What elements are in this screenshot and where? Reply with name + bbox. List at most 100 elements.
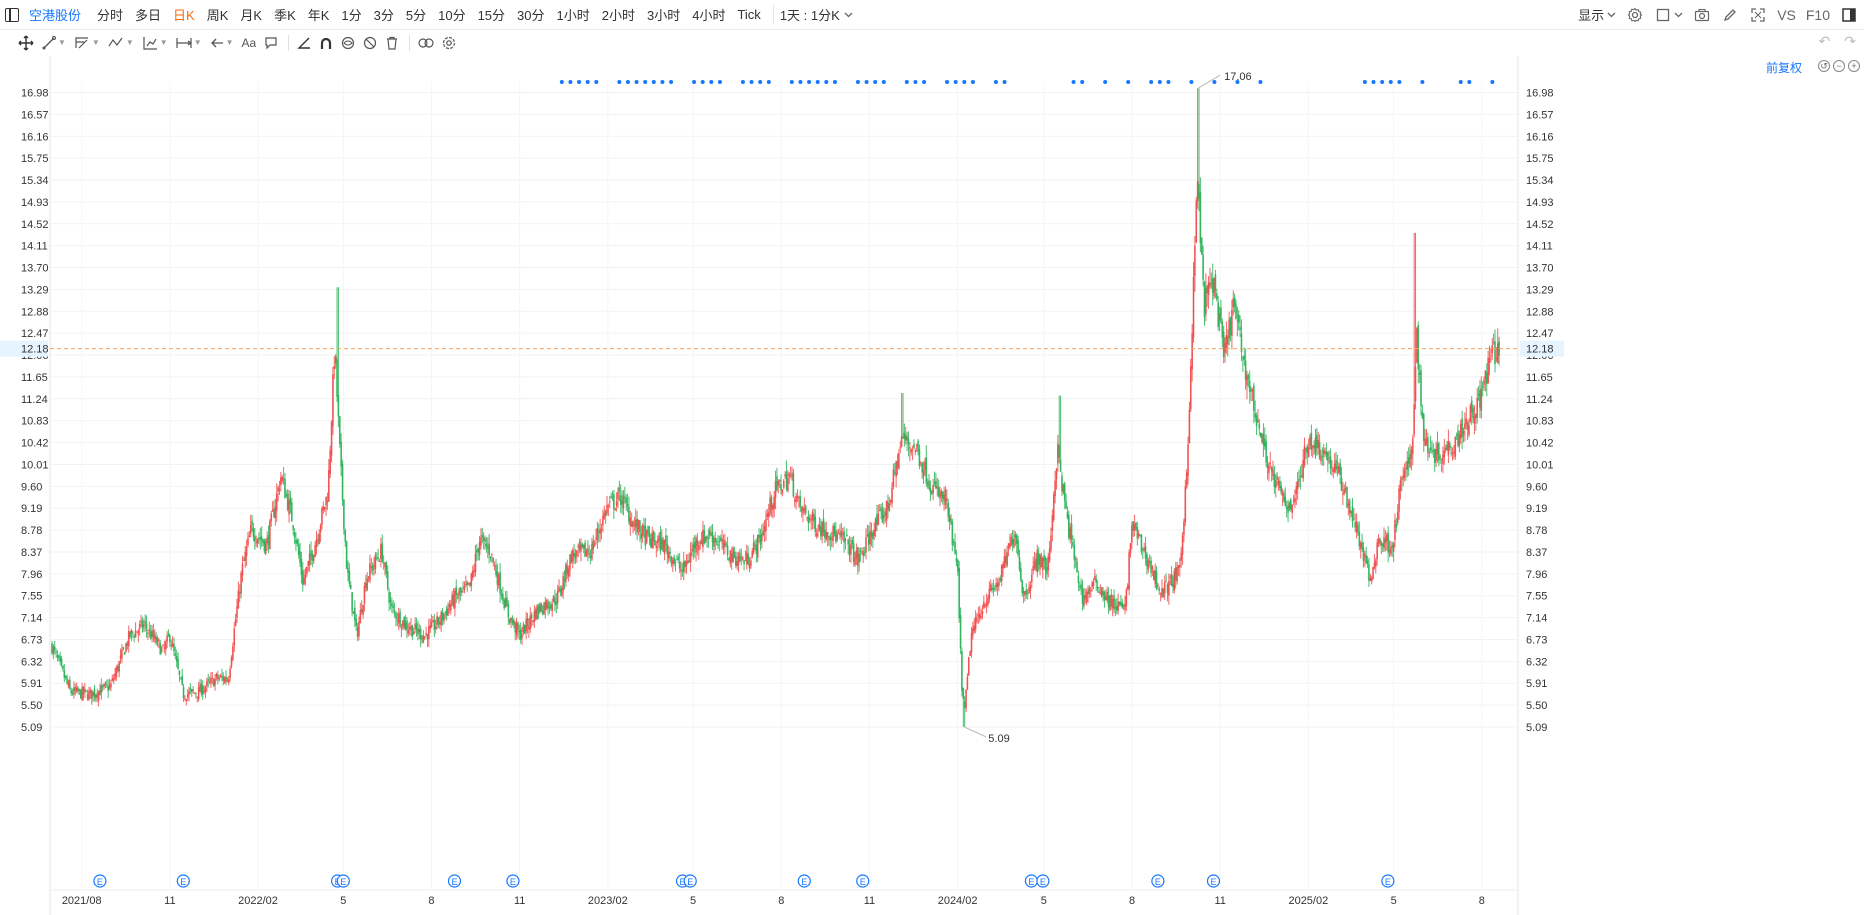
event-dot[interactable]: [832, 80, 837, 84]
period-tab[interactable]: 5分: [405, 8, 427, 23]
period-tab[interactable]: 2小时: [601, 8, 635, 23]
event-dot[interactable]: [1149, 80, 1154, 84]
chart-style-menu[interactable]: [1654, 6, 1683, 24]
gear-icon[interactable]: [1626, 6, 1644, 24]
pattern-tool[interactable]: ▼: [108, 34, 134, 52]
event-dot[interactable]: [717, 80, 722, 84]
kline-chart[interactable]: 16.98 16.98 16.57 16.57 16.16 16.16 15.75 15.75…: [0, 56, 1864, 915]
period-tab[interactable]: 日K: [173, 8, 195, 23]
event-dot[interactable]: [1126, 80, 1131, 84]
event-dot[interactable]: [1362, 80, 1367, 84]
line-tool[interactable]: ▼: [42, 34, 66, 52]
period-tab[interactable]: 30分: [517, 8, 545, 23]
fullscreen-icon[interactable]: [1749, 6, 1767, 24]
earnings-marker[interactable]: [336, 874, 350, 888]
event-dot[interactable]: [953, 80, 958, 84]
event-dot[interactable]: [585, 80, 590, 84]
event-dot[interactable]: [1371, 80, 1376, 84]
period-tab[interactable]: 季K: [274, 8, 296, 23]
event-dot[interactable]: [1420, 80, 1425, 84]
earnings-marker[interactable]: [1151, 874, 1165, 888]
move-icon[interactable]: [18, 34, 34, 52]
period-tab[interactable]: 1分: [341, 8, 362, 23]
event-dot[interactable]: [873, 80, 878, 84]
event-dot[interactable]: [945, 80, 950, 84]
event-dot[interactable]: [1388, 80, 1393, 84]
period-tab[interactable]: 15分: [477, 8, 506, 23]
period-tab[interactable]: 10分: [438, 8, 466, 23]
event-dot[interactable]: [1258, 80, 1263, 84]
event-dot[interactable]: [625, 80, 630, 84]
event-dot[interactable]: [913, 80, 918, 84]
event-dot[interactable]: [594, 80, 599, 84]
event-dot[interactable]: [700, 80, 705, 84]
period-tab[interactable]: 年K: [307, 8, 330, 23]
event-dot[interactable]: [970, 80, 975, 84]
period-tab[interactable]: 多日: [135, 8, 162, 23]
event-dot[interactable]: [1071, 80, 1076, 84]
text-icon[interactable]: Aa: [241, 35, 257, 50]
event-dot[interactable]: [577, 80, 582, 84]
earnings-marker[interactable]: [506, 874, 520, 888]
event-dot[interactable]: [1380, 80, 1385, 84]
event-dot[interactable]: [766, 80, 771, 84]
event-dot[interactable]: [692, 80, 697, 84]
period-tab[interactable]: 周K: [206, 8, 229, 23]
event-dot[interactable]: [1212, 80, 1217, 84]
event-dot[interactable]: [824, 80, 829, 84]
undo-icon[interactable]: ↶: [1818, 33, 1831, 49]
event-dot[interactable]: [962, 80, 967, 84]
settings-icon[interactable]: [442, 34, 456, 52]
comment-icon[interactable]: [264, 34, 278, 52]
event-dot[interactable]: [660, 80, 665, 84]
pen-icon[interactable]: [1721, 6, 1739, 24]
event-dot[interactable]: [815, 80, 820, 84]
event-dot[interactable]: [1189, 80, 1194, 84]
magnet-icon[interactable]: [319, 34, 333, 52]
period-tab[interactable]: 3分: [373, 8, 394, 23]
earnings-marker[interactable]: [856, 874, 870, 888]
event-dot[interactable]: [559, 80, 564, 84]
period-tab[interactable]: Tick: [737, 7, 761, 22]
event-dot[interactable]: [993, 80, 998, 84]
event-dot[interactable]: [1103, 80, 1108, 84]
earnings-marker[interactable]: [1381, 874, 1395, 888]
period-tab[interactable]: 分时: [97, 8, 124, 23]
f10-button[interactable]: F10: [1805, 6, 1830, 23]
hide-icon[interactable]: [363, 34, 377, 52]
event-dot[interactable]: [1002, 80, 1007, 84]
period-tab[interactable]: 月K: [240, 8, 263, 23]
event-dot[interactable]: [617, 80, 622, 84]
event-dot[interactable]: [864, 80, 869, 84]
angle-icon[interactable]: [297, 34, 311, 52]
interval-select[interactable]: 1天 : 1分K: [772, 5, 853, 24]
event-dot[interactable]: [634, 80, 639, 84]
event-dot[interactable]: [651, 80, 656, 84]
camera-icon[interactable]: [1693, 6, 1711, 24]
event-dot[interactable]: [669, 80, 674, 84]
panel-toggle-icon[interactable]: [5, 7, 19, 22]
event-dot[interactable]: [643, 80, 648, 84]
eye-icon[interactable]: [341, 34, 355, 52]
period-tab[interactable]: 3小时: [646, 8, 681, 23]
adjust-mode-button[interactable]: 前复权: [1765, 61, 1802, 75]
arrow-tool[interactable]: ▼: [210, 34, 234, 52]
vs-button[interactable]: VS: [1777, 6, 1796, 23]
event-dot[interactable]: [1467, 80, 1472, 84]
event-dot[interactable]: [1235, 80, 1240, 84]
earnings-marker[interactable]: [1206, 874, 1221, 888]
link-icon[interactable]: [418, 34, 434, 52]
event-dot[interactable]: [807, 80, 812, 84]
event-dot[interactable]: [798, 80, 803, 84]
event-dot[interactable]: [904, 80, 909, 84]
zoom-out-icon[interactable]: −: [1833, 60, 1845, 72]
layout-icon[interactable]: [1840, 6, 1858, 24]
measure-tool[interactable]: ▼: [176, 34, 202, 52]
trend-tool[interactable]: ▼: [74, 34, 100, 52]
earnings-marker[interactable]: [176, 874, 190, 888]
earnings-marker[interactable]: [797, 874, 811, 888]
event-dot[interactable]: [1157, 80, 1162, 84]
event-dot[interactable]: [749, 80, 754, 84]
zoom-in-icon[interactable]: +: [1848, 60, 1860, 72]
reset-icon[interactable]: ↺: [1818, 60, 1830, 72]
